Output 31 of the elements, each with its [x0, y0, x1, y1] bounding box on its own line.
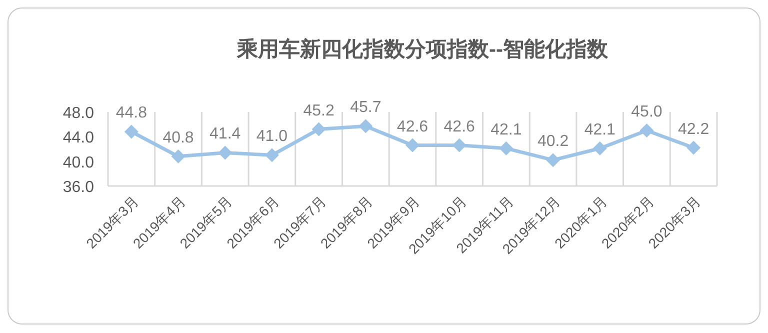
- point: [546, 153, 560, 168]
- data-label: 42.1: [490, 121, 522, 138]
- data-label: 45.2: [303, 102, 334, 120]
- data-label: 42.1: [584, 121, 616, 138]
- data-label: 44.8: [116, 104, 148, 122]
- data-label: 45.0: [631, 104, 662, 120]
- data-label: 42.2: [678, 120, 710, 138]
- point: [592, 141, 607, 156]
- point: [171, 149, 186, 164]
- point: [124, 124, 138, 139]
- point: [358, 119, 373, 134]
- point: [640, 124, 654, 138]
- point: [406, 138, 420, 152]
- data-label: 40.2: [537, 133, 569, 150]
- y-tick-label: 44.0: [62, 130, 94, 147]
- point: [686, 140, 701, 155]
- y-tick-label: 40.0: [62, 154, 94, 172]
- data-label: 41.0: [256, 128, 288, 146]
- point: [312, 122, 326, 136]
- point: [499, 141, 514, 156]
- chart-title: 乘用车新四化指数分项指数--智能化指数: [236, 37, 609, 61]
- data-label: 41.4: [210, 126, 241, 143]
- data-label: 40.8: [162, 129, 194, 146]
- point: [452, 138, 466, 152]
- y-tick-label: 36.0: [62, 179, 94, 196]
- y-tick-label: 48.0: [62, 105, 94, 122]
- data-label: 45.7: [350, 99, 382, 116]
- data-label: 42.6: [444, 118, 476, 136]
- point: [218, 146, 232, 160]
- data-label: 42.6: [396, 118, 428, 136]
- point: [264, 148, 279, 162]
